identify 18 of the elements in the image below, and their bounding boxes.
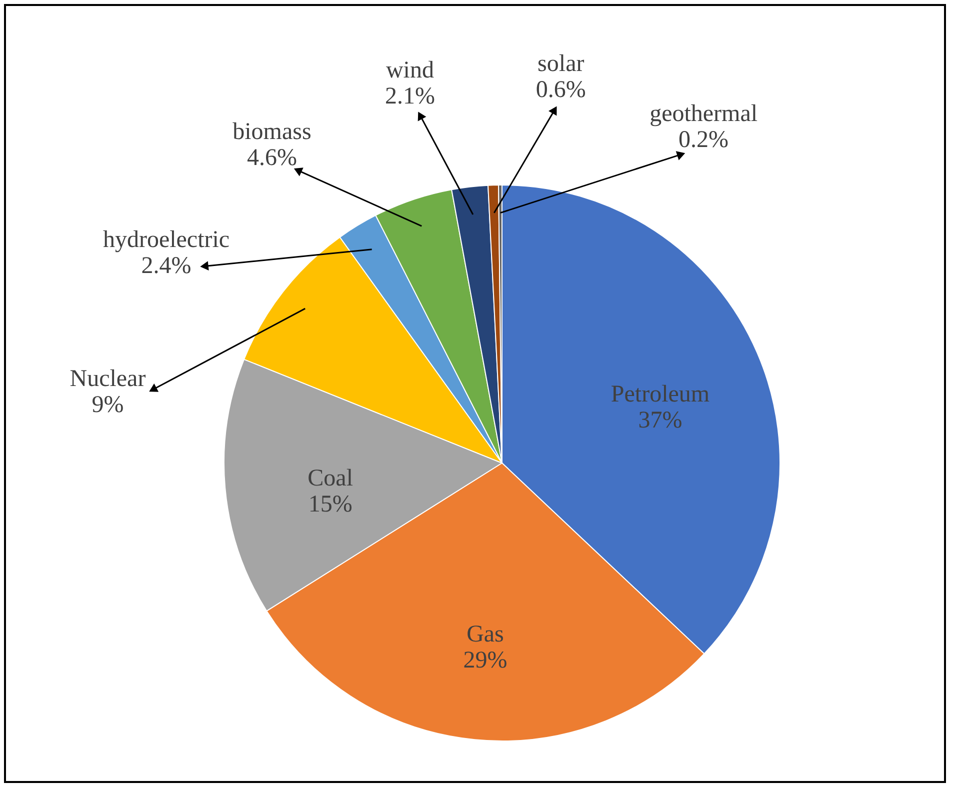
data-label: 15% bbox=[308, 491, 352, 518]
data-label: 4.6% bbox=[246, 144, 297, 171]
slice-label: solar bbox=[538, 51, 584, 78]
slice-label: wind bbox=[386, 58, 434, 84]
data-label: 9% bbox=[92, 392, 124, 418]
data-label: 2.1% bbox=[384, 84, 435, 110]
data-label: 2.4% bbox=[141, 252, 192, 279]
data-label: 0.2% bbox=[678, 126, 729, 153]
slice-label: Petroleum bbox=[610, 382, 710, 408]
slice-label: Gas bbox=[466, 622, 504, 648]
slice-label: Coal bbox=[308, 465, 354, 492]
slice-label: Nuclear bbox=[70, 366, 146, 392]
data-label: 29% bbox=[463, 648, 508, 674]
slice-label: hydroelectric bbox=[102, 226, 230, 253]
data-label: 37% bbox=[638, 408, 682, 434]
slice-label: geothermal bbox=[650, 100, 758, 127]
data-label: 0.6% bbox=[536, 77, 586, 104]
slice-label: biomass bbox=[232, 118, 312, 145]
